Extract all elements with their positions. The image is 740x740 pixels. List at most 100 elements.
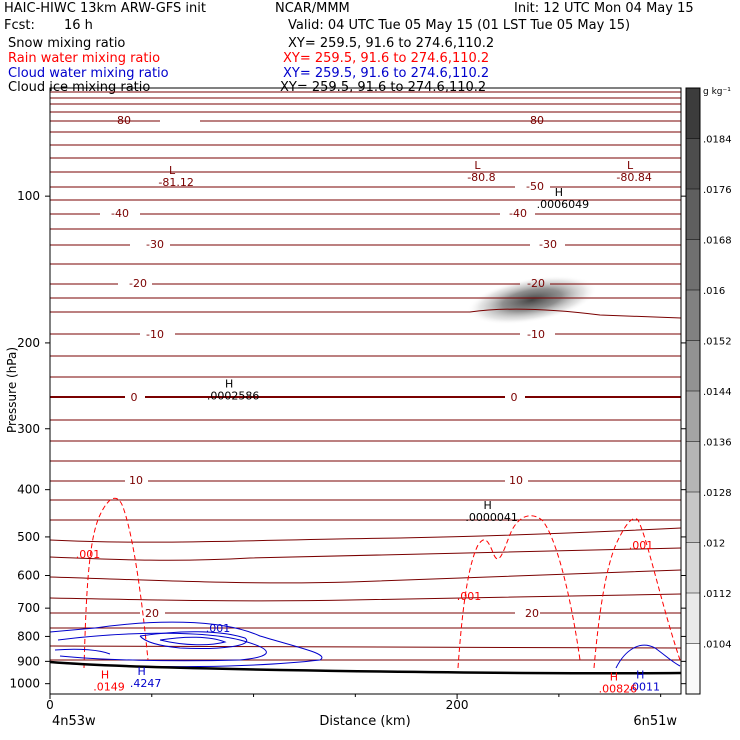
colorbar-segment — [686, 290, 700, 341]
high-marker: H — [101, 668, 109, 681]
x-end-label: 6n51w — [633, 714, 677, 729]
isotherm-label: -80 — [113, 114, 131, 127]
high-marker: H — [636, 668, 644, 681]
isotherm-label: -20 — [129, 277, 147, 290]
colorbar-segment — [686, 138, 700, 189]
y-tick-label: 500 — [17, 530, 40, 544]
high-marker: H — [137, 665, 145, 678]
colorbar-tick-label: .0112 — [703, 589, 732, 600]
isotherm-label: -80 — [526, 114, 544, 127]
y-tick-label: 600 — [17, 569, 40, 583]
colorbar-tick-label: .0184 — [703, 135, 732, 146]
rain-contour-label: .001 — [457, 590, 482, 603]
colorbar-tick-label: .016 — [703, 286, 725, 297]
isotherm-line — [50, 593, 681, 602]
low-marker: L — [474, 159, 481, 172]
isotherm-line — [50, 527, 681, 543]
isotherm-label: -40 — [111, 207, 129, 220]
extremum-value: .0000041 — [465, 511, 518, 524]
x-start-label: 4n53w — [52, 714, 96, 729]
colorbar-segment — [686, 88, 700, 139]
low-marker: L — [169, 164, 176, 177]
isotherm-line — [50, 547, 681, 561]
cloud-water-contour — [54, 648, 111, 655]
field-name-cloud-water: Cloud water mixing ratio — [8, 66, 169, 81]
rain-contour — [457, 515, 581, 669]
isotherm-label: -20 — [527, 277, 545, 290]
cloud-water-contour — [139, 631, 248, 649]
isotherm-label: 0 — [511, 391, 518, 404]
cloud-water-contour — [615, 644, 681, 669]
forecast-hour: 16 h — [64, 18, 93, 33]
extremum-value: .0149 — [93, 680, 125, 693]
colorbar-tick-label: .0144 — [703, 387, 732, 398]
terrain-line — [49, 660, 682, 675]
y-tick-label: 100 — [17, 189, 40, 203]
plot-frame — [49, 87, 682, 695]
isotherm-label: 0 — [131, 391, 138, 404]
field-xy-rain: XY= 259.5, 91.6 to 274.6,110.2 — [283, 51, 490, 66]
valid-time-label: Valid: 04 UTC Tue 05 May 15 (01 LST Tue … — [288, 18, 631, 33]
high-marker: H — [555, 186, 563, 199]
extremum-value: .0002586 — [207, 390, 260, 403]
extremum-value: .4247 — [130, 677, 162, 690]
y-tick-label: 300 — [17, 422, 40, 436]
extremum-value: -80.8 — [467, 171, 495, 184]
colorbar-segment — [686, 391, 700, 442]
high-marker: H — [225, 378, 233, 391]
field-name-snow: Snow mixing ratio — [8, 36, 126, 51]
colorbar-tick-label: .0168 — [703, 236, 732, 247]
y-tick-label: 400 — [17, 483, 40, 497]
colorbar-tick-label: .0104 — [703, 640, 732, 651]
high-marker: H — [610, 670, 618, 683]
y-tick-label: 700 — [17, 601, 40, 615]
high-marker: H — [483, 499, 491, 512]
field-xy-cloud-water: XY= 259.5, 91.6 to 274.6,110.2 — [283, 66, 490, 81]
snow-shading — [466, 275, 598, 325]
isotherm-line — [50, 645, 681, 649]
rain-contour-label: .001 — [629, 539, 654, 552]
colorbar-segment — [686, 340, 700, 391]
colorbar-segment — [686, 189, 700, 240]
colorbar-tick-label: .0176 — [703, 185, 732, 196]
colorbar-segment — [686, 492, 700, 543]
colorbar-segment — [686, 643, 700, 694]
isotherm-line — [50, 569, 681, 584]
colorbar-tick-label: .0136 — [703, 438, 732, 449]
colorbar-tick-label: .012 — [703, 539, 725, 550]
colorbar-tick-label: .0128 — [703, 488, 732, 499]
x-axis-label: Distance (km) — [319, 714, 410, 729]
isotherm-label: 20 — [145, 607, 159, 620]
rain-contour-label: .001 — [76, 548, 101, 561]
init-time-label: Init: 12 UTC Mon 04 May 15 — [514, 1, 694, 16]
colorbar-segment — [686, 593, 700, 644]
isotherm-label: 10 — [509, 474, 523, 487]
organization-label: NCAR/MMM — [275, 1, 350, 16]
isotherm-line — [50, 308, 681, 319]
extremum-value: .0011 — [629, 680, 661, 693]
rain-contour — [83, 497, 149, 669]
isotherm-label: -10 — [527, 328, 545, 341]
cloud-water-contour-label: .001 — [206, 622, 231, 635]
x-tick-label: 0 — [46, 698, 54, 712]
cloud-water-contour — [57, 632, 267, 662]
extremum-value: .0006049 — [537, 198, 590, 211]
field-name-rain: Rain water mixing ratio — [8, 51, 161, 66]
extremum-value: .00826 — [599, 682, 638, 695]
extremum-value: -80.84 — [616, 171, 651, 184]
isotherm-label: -30 — [146, 238, 164, 251]
colorbar-segment — [686, 239, 700, 290]
low-marker: L — [627, 159, 634, 172]
isotherm-label: 10 — [129, 474, 143, 487]
colorbar-segment — [686, 542, 700, 593]
isotherm-label: -40 — [509, 207, 527, 220]
cloud-water-contour — [159, 636, 227, 646]
y-tick-label: 200 — [17, 336, 40, 350]
isotherm-label: -30 — [539, 238, 557, 251]
y-tick-label: 900 — [17, 654, 40, 668]
forecast-label: Fcst: — [4, 18, 35, 33]
x-tick-label: 200 — [446, 698, 469, 712]
y-tick-label: 800 — [17, 629, 40, 643]
y-axis-label: Pressure (hPa) — [5, 347, 19, 433]
